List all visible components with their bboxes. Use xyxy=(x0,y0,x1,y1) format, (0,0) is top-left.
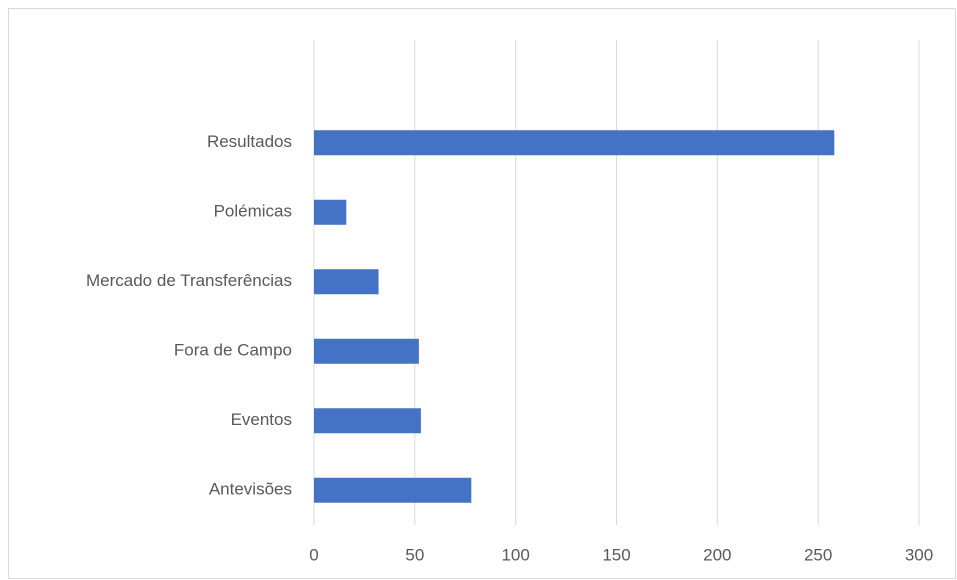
y-tick-label: Antevisões xyxy=(209,480,292,499)
x-tick-label: 50 xyxy=(405,545,424,564)
y-tick-label: Resultados xyxy=(207,132,292,151)
x-tick-label: 200 xyxy=(703,545,731,564)
chart-frame xyxy=(8,8,956,579)
x-tick-label: 100 xyxy=(501,545,529,564)
y-tick-label: Mercado de Transferências xyxy=(86,271,292,290)
y-tick-label: Fora de Campo xyxy=(174,341,292,360)
x-tick-label: 150 xyxy=(602,545,630,564)
bar xyxy=(314,199,347,225)
x-tick-label: 0 xyxy=(309,545,318,564)
bar xyxy=(314,130,835,156)
bar xyxy=(314,338,419,364)
bar xyxy=(314,269,379,295)
y-tick-label: Eventos xyxy=(231,410,292,429)
bar xyxy=(314,477,472,503)
y-tick-label: Polémicas xyxy=(214,202,292,221)
x-tick-label: 300 xyxy=(905,545,933,564)
x-tick-label: 250 xyxy=(804,545,832,564)
bar xyxy=(314,408,421,434)
